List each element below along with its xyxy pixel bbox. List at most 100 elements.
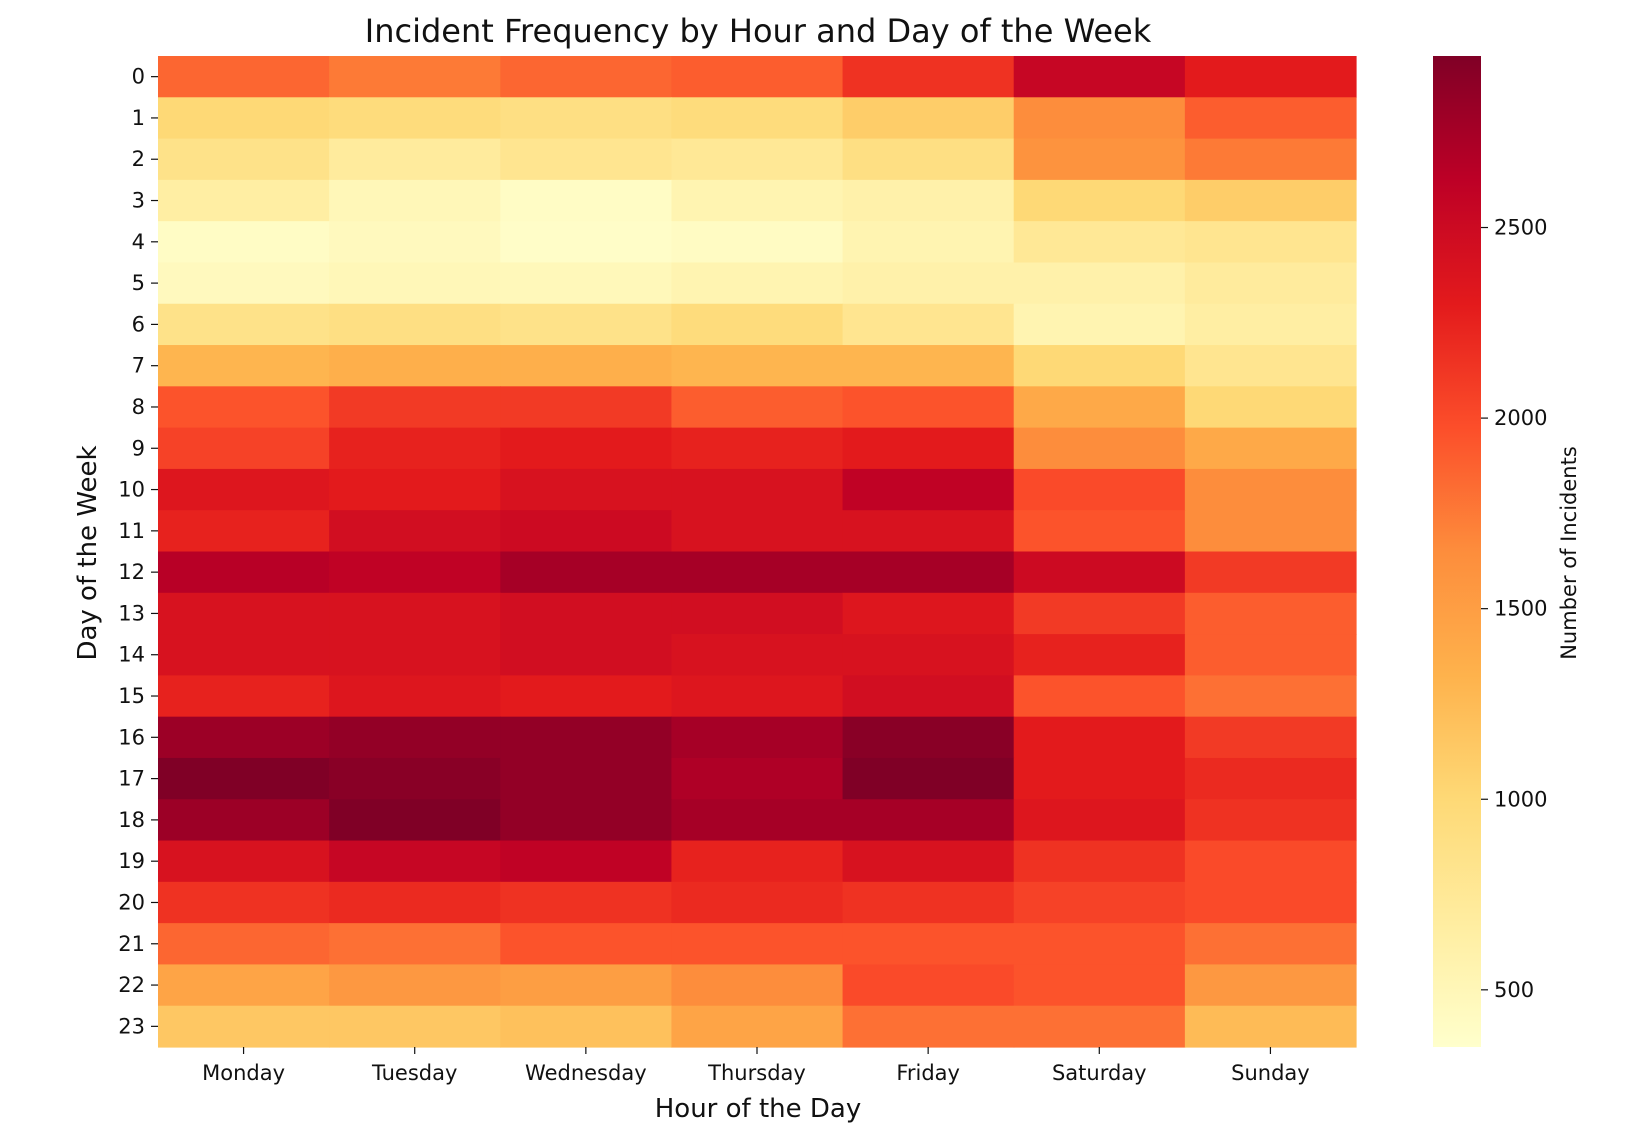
heatmap-cell <box>500 881 673 924</box>
heatmap-cell <box>842 303 1015 346</box>
heatmap-cells <box>158 56 1357 1048</box>
heatmap-cell <box>1013 675 1186 718</box>
heatmap-cell <box>1184 386 1357 429</box>
heatmap-cell <box>842 964 1015 1007</box>
heatmap-cell <box>500 262 673 305</box>
heatmap-cell <box>329 675 501 718</box>
heatmap-cell <box>158 634 330 676</box>
y-tick-label: 5 <box>132 271 145 295</box>
heatmap-cell <box>500 592 673 635</box>
heatmap-cell <box>842 97 1015 140</box>
heatmap-cell <box>842 592 1015 635</box>
colorbar-tick-label: 1500 <box>1494 597 1547 621</box>
heatmap-cell <box>1184 510 1357 553</box>
heatmap-cell <box>1184 56 1357 98</box>
heatmap-cell <box>329 179 501 222</box>
heatmap-cell <box>842 262 1015 305</box>
heatmap-cell <box>1013 97 1186 140</box>
heatmap-cell <box>842 427 1015 470</box>
heatmap-cell <box>671 799 844 842</box>
heatmap-cell <box>1184 964 1357 1007</box>
heatmap-cell <box>329 881 501 924</box>
y-tick-label: 22 <box>118 973 145 997</box>
heatmap-cell <box>1013 634 1186 676</box>
heatmap-cell <box>329 840 501 883</box>
heatmap-cell <box>671 303 844 346</box>
heatmap-cell <box>329 468 501 511</box>
heatmap-cell <box>329 799 501 842</box>
x-tick-label: Friday <box>896 1061 960 1085</box>
y-tick-label: 18 <box>118 808 145 832</box>
heatmap-cell <box>1184 468 1357 511</box>
colorbar-tick-label: 2500 <box>1494 216 1547 240</box>
y-tick-label: 3 <box>132 189 145 213</box>
heatmap-cell <box>158 386 330 429</box>
heatmap-cell <box>671 675 844 718</box>
heatmap-cell <box>1184 634 1357 676</box>
heatmap-cell <box>1013 964 1186 1007</box>
heatmap-cell <box>500 97 673 140</box>
heatmap-cell <box>329 262 501 305</box>
heatmap-cell <box>158 510 330 553</box>
heatmap-cell <box>671 840 844 883</box>
heatmap-cell <box>500 138 673 181</box>
heatmap-cell <box>842 923 1015 966</box>
colorbar-ticks: 500 1000 1500 2000 2500 <box>1481 216 1547 1002</box>
heatmap-cell <box>671 1005 844 1048</box>
heatmap-cell <box>1184 592 1357 635</box>
heatmap-cell <box>842 138 1015 181</box>
heatmap-cell <box>329 1005 501 1048</box>
heatmap-cell <box>671 345 844 387</box>
y-tick-label: 16 <box>118 725 145 749</box>
heatmap-cell <box>158 757 330 800</box>
heatmap-cell <box>158 551 330 594</box>
heatmap-cell <box>1013 716 1186 759</box>
heatmap-cell <box>158 923 330 966</box>
heatmap-cell <box>1184 840 1357 883</box>
heatmap-cell <box>500 716 673 759</box>
heatmap-cell <box>500 386 673 429</box>
heatmap-cell <box>671 468 844 511</box>
heatmap-cell <box>842 716 1015 759</box>
y-tick-label: 10 <box>118 478 145 502</box>
heatmap-cell <box>1013 345 1186 387</box>
heatmap-cell <box>1184 757 1357 800</box>
heatmap-cell <box>1013 386 1186 429</box>
y-tick-label: 17 <box>118 767 145 791</box>
heatmap-cell <box>671 56 844 98</box>
heatmap-cell <box>842 386 1015 429</box>
heatmap-cell <box>500 221 673 264</box>
heatmap-cell <box>158 799 330 842</box>
heatmap-cell <box>500 303 673 346</box>
heatmap-cell <box>1184 303 1357 346</box>
heatmap-cell <box>158 179 330 222</box>
heatmap-cell <box>671 386 844 429</box>
x-tick-label: Wednesday <box>525 1061 647 1085</box>
heatmap-cell <box>1184 551 1357 594</box>
heatmap-cell <box>842 56 1015 98</box>
heatmap-cell <box>1013 427 1186 470</box>
heatmap-cell <box>1184 923 1357 966</box>
y-tick-label: 12 <box>118 560 145 584</box>
heatmap-cell <box>500 634 673 676</box>
heatmap-cell <box>671 757 844 800</box>
heatmap-cell <box>671 592 844 635</box>
heatmap-cell <box>500 510 673 553</box>
heatmap-cell <box>158 840 330 883</box>
x-axis-ticks: Monday Tuesday Wednesday Thursday Friday Satu… <box>202 1047 1310 1085</box>
x-tick-label: Monday <box>202 1061 285 1085</box>
x-axis-label: Hour of the Day <box>655 1094 862 1124</box>
y-tick-label: 19 <box>118 849 145 873</box>
heatmap-cell <box>842 634 1015 676</box>
heatmap-cell <box>500 427 673 470</box>
heatmap-cell <box>500 56 673 98</box>
heatmap-cell <box>329 923 501 966</box>
heatmap-cell <box>1184 881 1357 924</box>
heatmap-cell <box>158 427 330 470</box>
heatmap-cell <box>1013 138 1186 181</box>
heatmap-cell <box>1013 881 1186 924</box>
heatmap-cell <box>1013 840 1186 883</box>
heatmap-cell <box>671 427 844 470</box>
